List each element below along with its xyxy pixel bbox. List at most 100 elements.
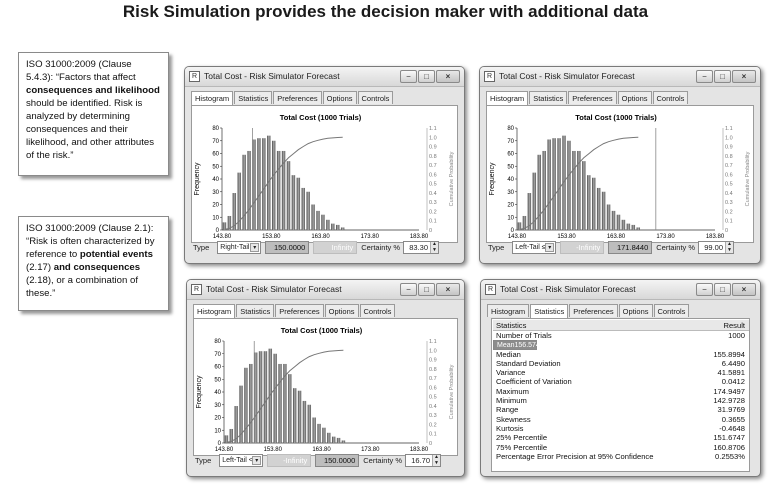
tab-bar: Histogram Statistics Preferences Options Con…	[193, 304, 396, 318]
statistic-value: 1000	[728, 331, 745, 340]
type-select[interactable]: Right-Tail ≥ ▾	[217, 241, 262, 254]
upper-bound-input[interactable]: 171.8440	[608, 241, 653, 254]
tab-statistics[interactable]: Statistics	[236, 304, 275, 317]
tab-preferences[interactable]: Preferences	[568, 91, 617, 104]
lower-bound-input[interactable]: 150.0000	[265, 241, 310, 254]
histogram-chart: Total Cost (1000 Trials) Frequency Cumulat…	[194, 113, 455, 240]
y2-tick-label: 0.7	[725, 163, 733, 169]
tab-controls[interactable]: Controls	[653, 304, 690, 317]
window-titlebar[interactable]: R Total Cost - Risk Simulator Forecast − □ ×	[480, 67, 760, 87]
tab-statistics[interactable]: Statistics	[234, 91, 273, 104]
lower-bound-input[interactable]: -Infinity	[267, 454, 312, 467]
tab-controls[interactable]: Controls	[359, 304, 396, 317]
close-icon[interactable]: ×	[436, 283, 460, 296]
histogram-bar	[331, 436, 336, 443]
upper-bound-input[interactable]: Infinity	[313, 241, 358, 254]
table-row[interactable]: Kurtosis -0.4648	[493, 424, 749, 433]
forecast-window[interactable]: R Total Cost - Risk Simulator Forecast − □ ×…	[186, 279, 465, 477]
note-bold-text: consequences and likelihood	[26, 85, 160, 96]
close-icon[interactable]: ×	[732, 70, 756, 83]
certainty-spinner[interactable]: 16.70 ▲ ▼	[405, 454, 442, 467]
forecast-window[interactable]: R Total Cost - Risk Simulator Forecast − □ ×…	[480, 279, 761, 477]
tab-options[interactable]: Options	[324, 304, 359, 317]
tab-options[interactable]: Options	[617, 91, 652, 104]
tab-statistics[interactable]: Statistics	[529, 91, 568, 104]
certainty-spinner[interactable]: 99.00 ▲ ▼	[698, 241, 735, 254]
statistic-value: 0.0412	[721, 377, 745, 387]
table-row[interactable]: Standard Deviation 6.4490	[493, 359, 749, 368]
close-icon[interactable]: ×	[436, 70, 460, 83]
histogram-bar	[253, 352, 258, 443]
table-row[interactable]: Variance 41.5891	[493, 368, 749, 377]
table-row[interactable]: Median 155.8994	[493, 350, 749, 359]
tab-histogram[interactable]: Histogram	[487, 304, 530, 317]
y-tick-label: 40	[214, 390, 221, 396]
histogram-bar	[273, 353, 277, 443]
upper-bound-input[interactable]: 150.0000	[315, 454, 360, 467]
app-icon: R	[484, 71, 495, 82]
forecast-window[interactable]: R Total Cost - Risk Simulator Forecast − □ ×…	[184, 66, 465, 264]
statistic-name: Range	[496, 405, 519, 415]
maximize-icon[interactable]: □	[714, 283, 731, 296]
tab-controls[interactable]: Controls	[652, 91, 689, 104]
y2-tick-label: 0.6	[725, 172, 733, 178]
table-row[interactable]: Minimum 142.9728	[493, 396, 749, 405]
histogram-bar	[616, 214, 621, 230]
minimize-icon[interactable]: −	[696, 70, 713, 83]
spinner-arrows-icon[interactable]: ▲ ▼	[432, 454, 441, 466]
tab-controls[interactable]: Controls	[357, 91, 394, 104]
spinner-arrows-icon[interactable]: ▲ ▼	[430, 241, 439, 253]
table-row[interactable]: Percentage Error Precision at 95% Confid…	[493, 452, 749, 461]
certainty-value: 83.30	[409, 243, 429, 252]
tab-options[interactable]: Options	[322, 91, 357, 104]
tab-preferences[interactable]: Preferences	[569, 304, 618, 317]
y2-tick-label: 0	[725, 228, 728, 234]
tab-histogram[interactable]: Histogram	[486, 91, 529, 105]
histogram-bar	[249, 363, 253, 443]
certainty-spinner[interactable]: 83.30 ▲ ▼	[403, 241, 440, 254]
table-row[interactable]: Range 31.9769	[493, 405, 749, 414]
x-tick-label: 183.80	[410, 234, 429, 240]
table-row[interactable]: Coefficient of Variation 0.0412	[493, 377, 749, 386]
table-row[interactable]: Maximum 174.9497	[493, 387, 749, 396]
type-select[interactable]: Left-Tail < ▾	[219, 454, 264, 467]
tab-histogram[interactable]: Histogram	[193, 304, 236, 318]
window-titlebar[interactable]: R Total Cost - Risk Simulator Forecast − □ ×	[187, 280, 464, 300]
minimize-icon[interactable]: −	[400, 70, 417, 83]
maximize-icon[interactable]: □	[418, 70, 435, 83]
maximize-icon[interactable]: □	[418, 283, 435, 296]
chevron-down-icon[interactable]: ▾	[252, 456, 262, 465]
page-title: Risk Simulation provides the decision ma…	[122, 2, 649, 21]
minimize-icon[interactable]: −	[696, 283, 713, 296]
window-title: Total Cost - Risk Simulator Forecast	[204, 71, 340, 81]
chevron-down-icon[interactable]: ▾	[250, 243, 260, 252]
tab-options[interactable]: Options	[618, 304, 653, 317]
window-titlebar[interactable]: R Total Cost - Risk Simulator Forecast − □ ×	[185, 67, 464, 87]
tab-histogram[interactable]: Histogram	[191, 91, 234, 105]
histogram-bar	[267, 135, 271, 230]
window-titlebar[interactable]: R Total Cost - Risk Simulator Forecast − □ ×	[481, 280, 760, 300]
table-row[interactable]: Mean 156.5740	[493, 340, 544, 350]
y-tick-label: 40	[212, 177, 219, 183]
table-row[interactable]: 25% Percentile 151.6747	[493, 433, 749, 442]
table-row[interactable]: 75% Percentile 160.8706	[493, 443, 749, 452]
tab-preferences[interactable]: Preferences	[273, 91, 322, 104]
close-icon[interactable]: ×	[732, 283, 756, 296]
tab-preferences[interactable]: Preferences	[275, 304, 324, 317]
lower-bound-input[interactable]: -Infinity	[560, 241, 605, 254]
histogram-bar	[327, 432, 331, 443]
table-row[interactable]: Skewness 0.3655	[493, 415, 749, 424]
spinner-arrows-icon[interactable]: ▲ ▼	[725, 241, 734, 253]
histogram-bar	[582, 161, 586, 230]
chevron-down-icon[interactable]: ▾	[545, 243, 555, 252]
minimize-icon[interactable]: −	[400, 283, 417, 296]
histogram-bar	[288, 374, 292, 443]
histogram-bar	[517, 222, 522, 230]
maximize-icon[interactable]: □	[714, 70, 731, 83]
type-select[interactable]: Left-Tail ≤ ▾	[512, 241, 557, 254]
forecast-window[interactable]: R Total Cost - Risk Simulator Forecast − □ ×…	[479, 66, 761, 264]
histogram-bar	[611, 210, 616, 230]
histogram-bar	[631, 224, 636, 230]
table-row[interactable]: Number of Trials 1000	[493, 331, 749, 340]
tab-statistics[interactable]: Statistics	[530, 304, 569, 318]
